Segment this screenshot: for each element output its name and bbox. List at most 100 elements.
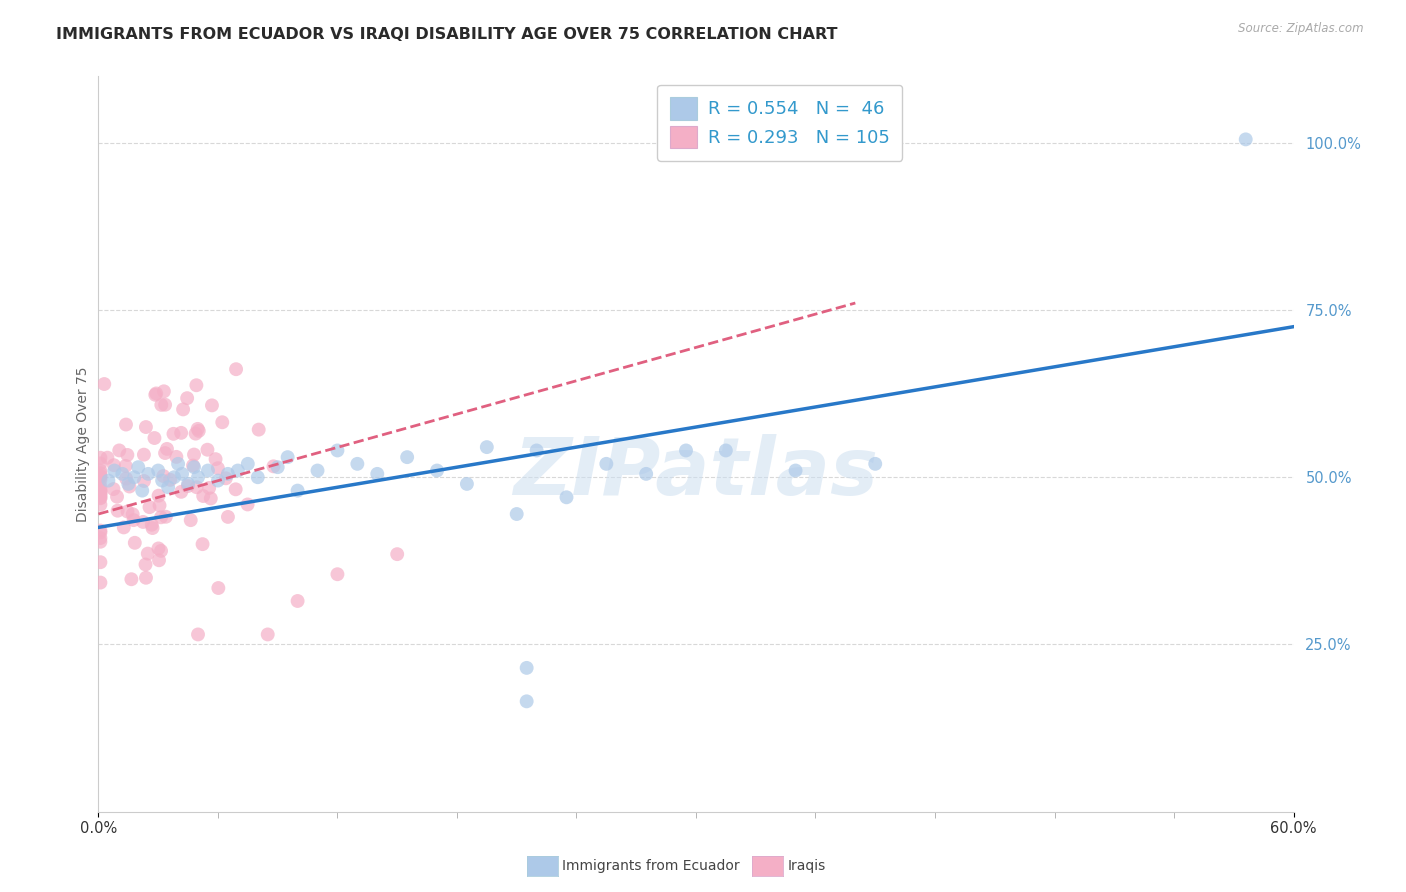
Point (256, 627, 278, 641)
Point (117, 448, 139, 462)
Point (385, 547, 409, 561)
Y-axis label: Disability Age Over 75: Disability Age Over 75 (76, 366, 90, 522)
Point (187, 470, 209, 484)
Point (153, 384, 176, 399)
Point (124, 470, 146, 484)
Point (89, 575, 111, 590)
Point (150, 398, 173, 412)
Point (153, 446, 176, 460)
Point (197, 442, 219, 457)
Point (132, 474, 155, 488)
Point (135, 558, 157, 572)
Point (89, 473, 111, 487)
Point (714, 443, 737, 458)
Point (183, 460, 205, 475)
Point (150, 544, 173, 558)
Point (211, 415, 233, 429)
Point (114, 458, 136, 473)
Text: Iraqis: Iraqis (787, 859, 825, 873)
Point (176, 391, 198, 405)
Point (526, 443, 548, 458)
Point (170, 484, 193, 499)
Point (135, 571, 157, 585)
Point (217, 467, 239, 481)
Point (555, 490, 578, 504)
Point (162, 426, 184, 441)
Point (89, 466, 111, 480)
Text: Immigrants from Ecuador: Immigrants from Ecuador (562, 859, 740, 873)
Point (181, 458, 204, 473)
Point (89, 457, 111, 471)
Point (120, 572, 142, 586)
Point (89, 484, 111, 499)
Point (89, 469, 111, 483)
Point (163, 470, 186, 484)
Text: IMMIGRANTS FROM ECUADOR VS IRAQI DISABILITY AGE OVER 75 CORRELATION CHART: IMMIGRANTS FROM ECUADOR VS IRAQI DISABIL… (56, 27, 838, 42)
Point (148, 499, 170, 513)
Point (307, 464, 329, 478)
Point (155, 509, 177, 524)
Point (145, 386, 167, 401)
Point (89, 486, 111, 500)
Point (225, 483, 247, 497)
Point (89, 479, 111, 493)
Point (263, 459, 285, 474)
Point (148, 464, 170, 478)
Point (97, 474, 120, 488)
Point (225, 362, 247, 376)
Point (112, 520, 135, 534)
Point (187, 422, 209, 436)
Point (187, 627, 209, 641)
Point (217, 509, 239, 524)
Point (456, 476, 478, 491)
Point (89, 531, 111, 545)
Point (267, 460, 290, 475)
Point (143, 431, 166, 445)
Point (184, 426, 207, 441)
Point (366, 467, 388, 481)
Point (326, 443, 349, 458)
Point (226, 464, 249, 478)
Point (183, 448, 205, 462)
Point (197, 464, 219, 478)
Point (180, 513, 202, 527)
Point (167, 457, 190, 471)
Point (89, 468, 111, 483)
Point (156, 442, 179, 456)
Point (89, 450, 111, 465)
Legend: R = 0.554   N =  46, R = 0.293   N = 105: R = 0.554 N = 46, R = 0.293 N = 105 (657, 85, 903, 161)
Point (143, 388, 166, 402)
Point (148, 553, 170, 567)
Point (207, 474, 229, 488)
Point (148, 541, 170, 556)
Point (122, 513, 145, 527)
Point (118, 479, 141, 493)
Text: Source: ZipAtlas.com: Source: ZipAtlas.com (1239, 22, 1364, 36)
Point (172, 467, 194, 481)
Point (89, 555, 111, 569)
Point (132, 448, 155, 462)
Point (207, 581, 229, 595)
Point (93, 377, 115, 392)
Point (198, 481, 221, 495)
Point (326, 567, 349, 582)
Point (165, 450, 187, 464)
Point (111, 467, 134, 481)
Point (148, 489, 170, 503)
Point (426, 464, 449, 478)
Point (89, 485, 111, 500)
Point (131, 483, 153, 498)
Point (89, 534, 111, 549)
Point (103, 482, 125, 496)
Point (89, 464, 111, 478)
Point (396, 450, 419, 464)
Point (287, 594, 309, 608)
Point (138, 500, 160, 515)
Point (177, 479, 200, 493)
Point (107, 504, 129, 518)
Point (153, 398, 176, 412)
Point (191, 537, 214, 551)
Point (186, 378, 208, 392)
Point (201, 398, 224, 412)
Point (127, 460, 149, 475)
